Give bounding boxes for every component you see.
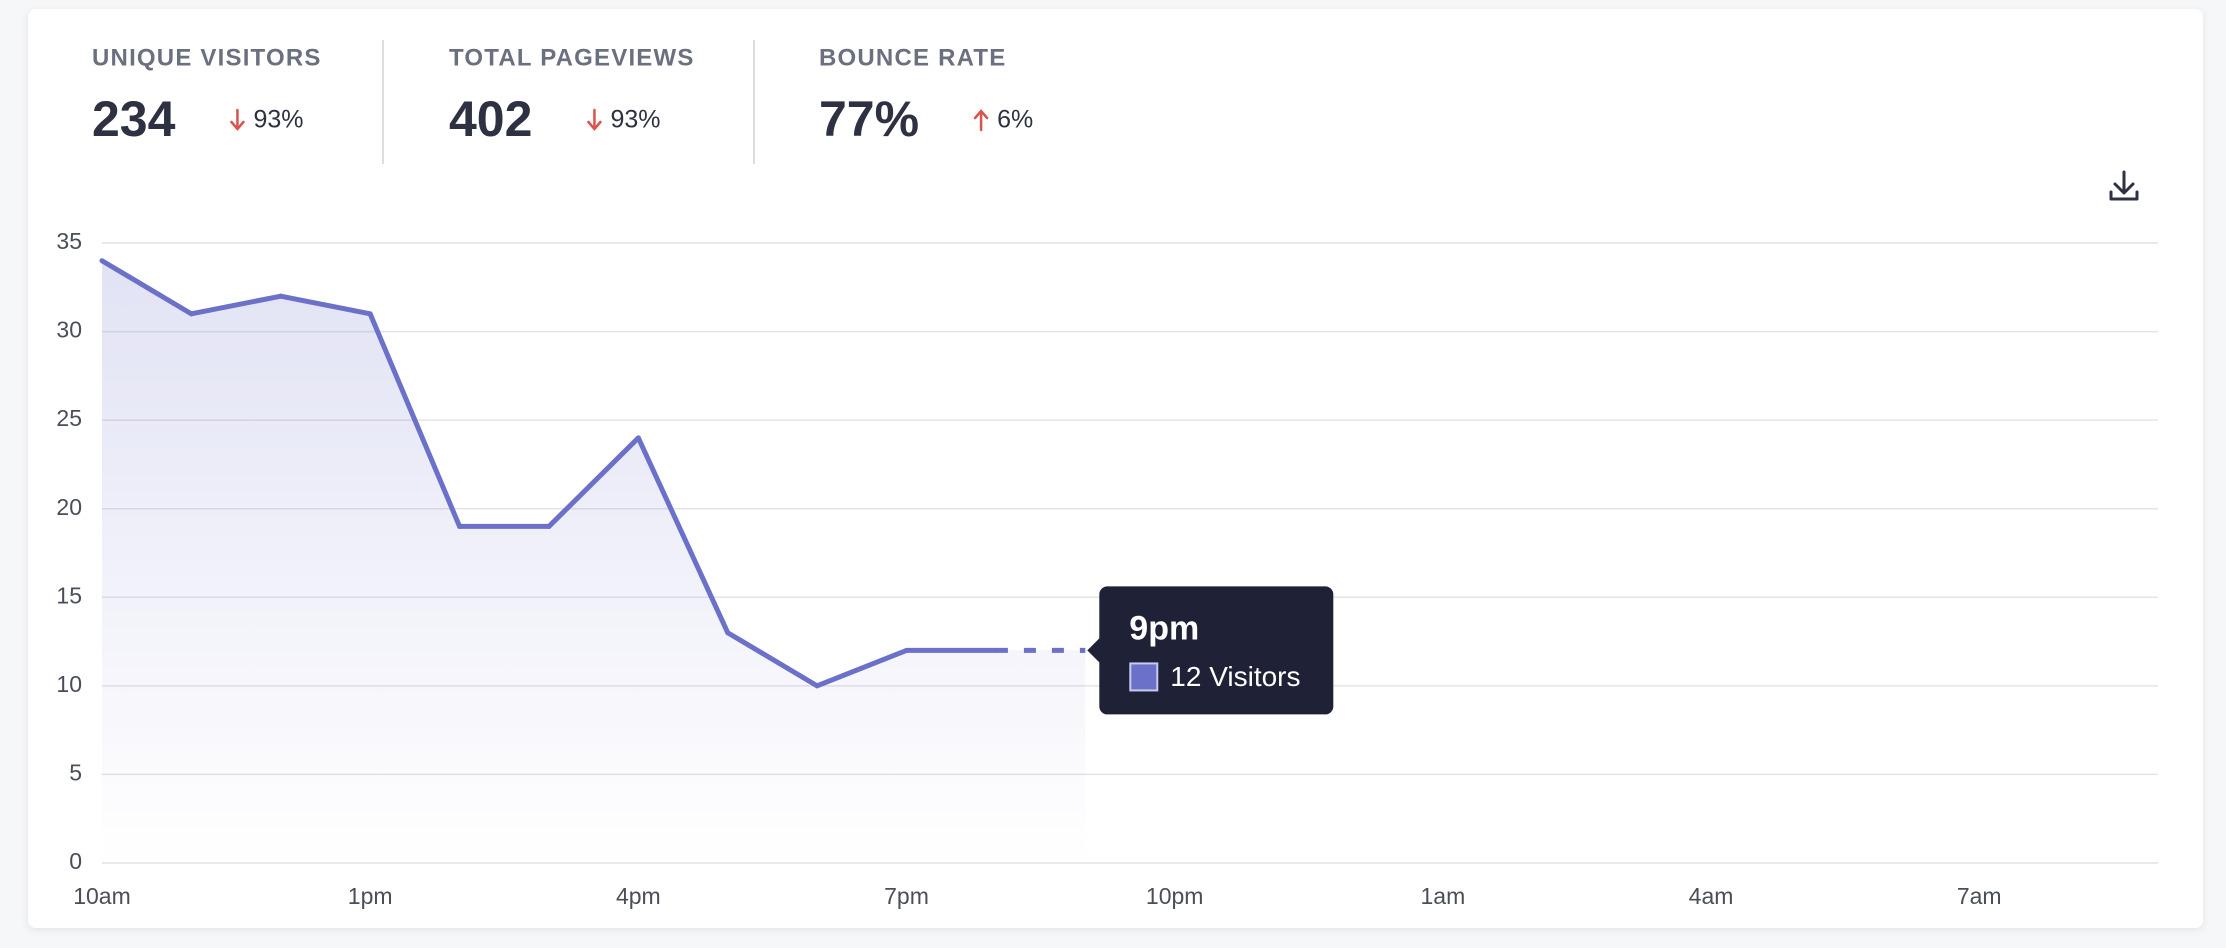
download-icon[interactable] [2109, 170, 2139, 201]
y-tick-label: 25 [56, 405, 82, 431]
change-arrow [973, 109, 989, 132]
stat-change: 93% [253, 106, 303, 134]
tooltip-box [1087, 586, 1334, 715]
x-tick-label: 10am [73, 883, 131, 909]
y-tick-label: 15 [56, 582, 82, 608]
line-segment [546, 435, 641, 529]
area [102, 260, 1086, 863]
y-tick-label: 20 [56, 494, 82, 520]
y-tick-label: 0 [69, 848, 82, 874]
change-arrow [587, 108, 602, 131]
line-segment [367, 311, 463, 529]
change-arrow [230, 108, 245, 131]
stat-label: UNIQUE VISITORS [92, 44, 322, 71]
line-segment [725, 630, 820, 689]
download-button[interactable] [2109, 170, 2139, 201]
line-segment [99, 258, 194, 317]
x-tick-label: 7pm [884, 883, 929, 909]
stat-change: 6% [997, 106, 1033, 134]
x-tick-label: 1pm [348, 883, 393, 909]
tooltip-label: 12 Visitors [1170, 661, 1300, 692]
x-tick-label: 4pm [616, 883, 661, 909]
y-tick-label: 30 [56, 317, 82, 343]
stat-value: 402 [449, 91, 532, 147]
stat-label: BOUNCE RATE [819, 44, 1006, 71]
line-segment [188, 293, 284, 317]
line-segment [635, 435, 731, 636]
y-tick-label: 10 [56, 671, 82, 697]
tooltip-swatch [1129, 662, 1159, 692]
stat-value: 77% [819, 91, 919, 147]
stat-value: 234 [92, 91, 176, 147]
tooltip-title: 9pm [1129, 609, 1199, 647]
x-tick-label: 7am [1957, 883, 2002, 909]
x-tick-label: 4am [1689, 883, 1734, 909]
y-tick-label: 5 [69, 760, 82, 786]
line-segment [278, 293, 373, 317]
y-tick-label: 35 [56, 228, 82, 254]
stat-change: 93% [610, 106, 660, 134]
line-segment [814, 647, 910, 689]
tooltip: 9pm 12 Visitors [1087, 586, 1334, 715]
x-tick-label: 10pm [1146, 883, 1204, 909]
stat-label: TOTAL PAGEVIEWS [449, 44, 695, 71]
x-tick-label: 1am [1420, 883, 1465, 909]
